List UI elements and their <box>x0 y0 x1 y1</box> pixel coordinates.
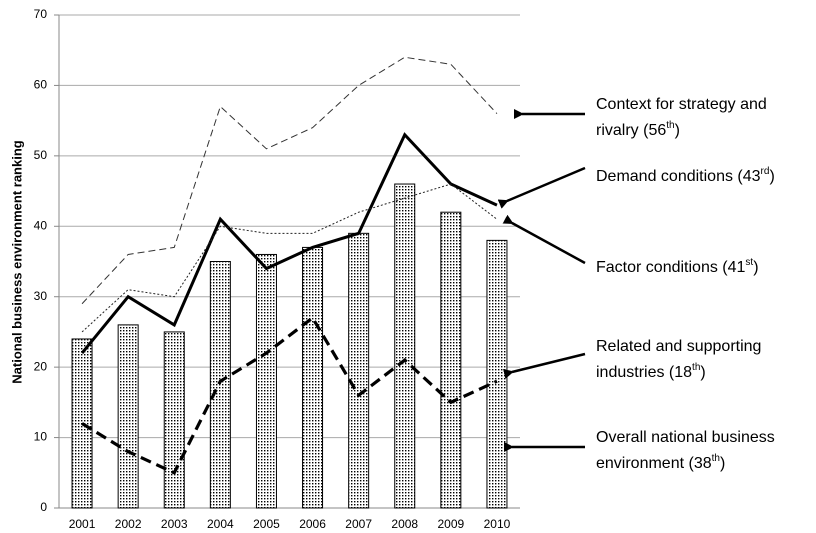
annotation-sup: th <box>692 362 700 373</box>
x-tick-label: 2004 <box>207 517 234 531</box>
bar <box>255 253 277 509</box>
line-series <box>81 56 498 305</box>
annotation: Factor conditions (41st) <box>596 257 759 277</box>
annotation-end: ) <box>720 455 725 472</box>
annotation-line: Overall national business <box>596 429 775 446</box>
x-tick-label: 2007 <box>345 517 372 531</box>
annotation-sup: th <box>712 453 720 464</box>
x-tick-label: 2005 <box>253 517 280 531</box>
x-tick-label: 2009 <box>437 517 464 531</box>
annotation-line: Demand conditions (43 <box>596 168 761 185</box>
annotation-sup: st <box>745 257 753 268</box>
line-series <box>81 183 498 333</box>
x-tick-label: 2006 <box>299 517 326 531</box>
line-series <box>81 315 498 475</box>
annotation: Demand conditions (43rd) <box>596 166 775 186</box>
annotation: Related and supporting industries (18th) <box>596 338 761 381</box>
y-tick-label: 20 <box>34 359 48 373</box>
annotation-arrow <box>503 352 586 379</box>
y-tick-label: 70 <box>34 7 48 21</box>
x-tick-label: 2010 <box>484 517 511 531</box>
y-axis-label: National business environment ranking <box>9 140 24 383</box>
y-tick-label: 60 <box>34 78 48 92</box>
annotation-line: industries (18 <box>596 364 692 381</box>
x-tick-label: 2001 <box>69 517 96 531</box>
bar <box>348 232 370 509</box>
line-series <box>80 132 498 355</box>
bar <box>302 246 324 509</box>
annotation-line: Context for strategy and <box>596 96 767 113</box>
bar <box>440 211 462 509</box>
bar <box>117 324 139 509</box>
annotation: Context for strategy and rivalry (56th) <box>596 96 767 139</box>
annotation-line: environment (38 <box>596 455 712 472</box>
bar <box>486 239 508 509</box>
annotation-line: Factor conditions (41 <box>596 259 746 276</box>
bar <box>394 183 416 509</box>
annotation-sup: th <box>666 120 674 131</box>
annotation-line: Related and supporting <box>596 338 761 355</box>
y-tick-label: 30 <box>34 289 48 303</box>
annotation-arrow <box>497 166 586 209</box>
y-tick-label: 0 <box>40 500 47 514</box>
x-tick-label: 2002 <box>115 517 142 531</box>
annotation-line: rivalry (56 <box>596 122 666 139</box>
bar <box>163 331 185 509</box>
x-tick-label: 2003 <box>161 517 188 531</box>
y-tick-label: 50 <box>34 148 48 162</box>
annotation: Overall national business environment (38… <box>596 429 775 472</box>
annotation-end: ) <box>753 259 758 276</box>
annotation-end: ) <box>769 168 774 185</box>
annotation-end: ) <box>675 122 680 139</box>
x-tick-label: 2008 <box>391 517 418 531</box>
annotation-sup: rd <box>761 166 770 177</box>
y-tick-label: 40 <box>34 218 48 232</box>
annotation-end: ) <box>700 364 705 381</box>
annotation-arrow <box>502 214 586 265</box>
y-tick-label: 10 <box>34 430 48 444</box>
